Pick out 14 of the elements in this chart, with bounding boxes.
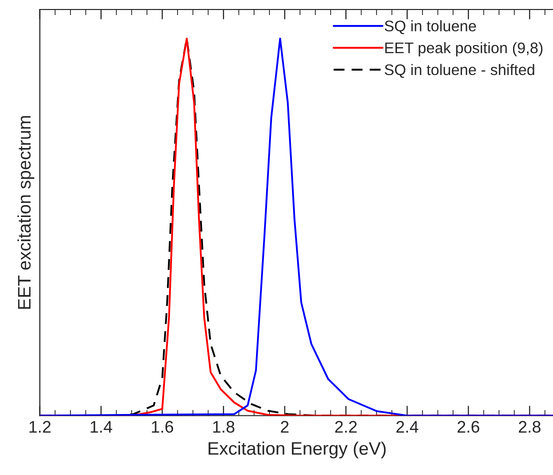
legend-label: SQ in toluene [384, 20, 476, 34]
x-tick-label: 1.8 [213, 420, 234, 433]
legend-label: EET peak position (9,8) [385, 42, 542, 56]
x-tick-label: 1.6 [152, 420, 174, 433]
x-tick-label: 1.4 [90, 421, 112, 433]
legend-label: SQ in toluene - shifted [384, 64, 534, 78]
x-tick-label: 1.2 [30, 420, 51, 433]
x-axis-title: Excitation Energy (eV) [208, 442, 386, 458]
x-tick-label: 2.4 [396, 420, 418, 433]
x-tick-label: 2.8 [518, 420, 540, 433]
x-tick-label: 2.6 [458, 420, 480, 433]
y-axis-title: EET excitation spectrum [17, 116, 34, 309]
x-tick-label: 2.2 [335, 420, 357, 433]
x-tick-label: 2 [280, 420, 289, 433]
